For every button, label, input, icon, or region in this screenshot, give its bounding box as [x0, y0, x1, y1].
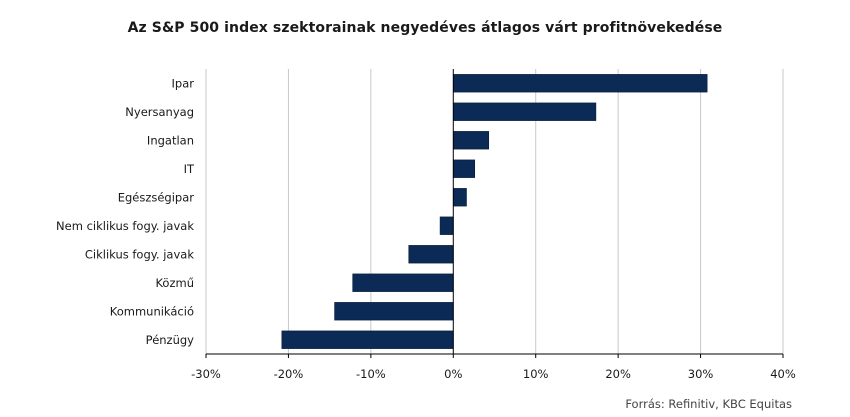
bar — [352, 273, 454, 292]
bars — [281, 74, 708, 349]
bar — [452, 188, 467, 207]
bar — [452, 102, 597, 121]
x-tick-label: 0% — [444, 367, 462, 381]
x-tick-label: 20% — [605, 367, 631, 381]
x-tick-label: -10% — [356, 367, 386, 381]
category-label: Ipar — [172, 76, 195, 90]
x-tick-label: 10% — [523, 367, 549, 381]
x-tick-label: 30% — [688, 367, 714, 381]
x-tick-label: -30% — [191, 367, 221, 381]
category-label: Ciklikus fogy. javak — [85, 247, 194, 261]
bar — [281, 330, 454, 349]
source-note: Forrás: Refinitiv, KBC Equitas — [625, 397, 792, 411]
category-label: Nem ciklikus fogy. javak — [56, 219, 194, 233]
bar — [408, 245, 454, 264]
chart-title: Az S&P 500 index szektorainak negyedéves… — [127, 20, 723, 36]
bar — [334, 302, 454, 321]
category-label: IT — [184, 162, 195, 176]
bar — [452, 74, 708, 93]
x-tick-label: -20% — [274, 367, 304, 381]
bar — [452, 131, 490, 150]
category-label: Közmű — [155, 276, 194, 290]
category-label: Pénzügy — [146, 333, 195, 347]
bar — [439, 216, 454, 235]
x-tick-label: 40% — [770, 367, 796, 381]
category-label: Egészségipar — [118, 190, 195, 204]
category-label: Nyersanyag — [125, 105, 194, 119]
bar — [452, 159, 476, 178]
category-label: Kommunikáció — [110, 304, 194, 318]
category-labels: Ipar Nyersanyag Ingatlan IT Egészségipar Nem … — [56, 76, 195, 347]
category-label: Ingatlan — [147, 133, 194, 147]
x-axis: -30% -20% -10% 0% 10% 20% 30% 40% — [191, 69, 796, 381]
